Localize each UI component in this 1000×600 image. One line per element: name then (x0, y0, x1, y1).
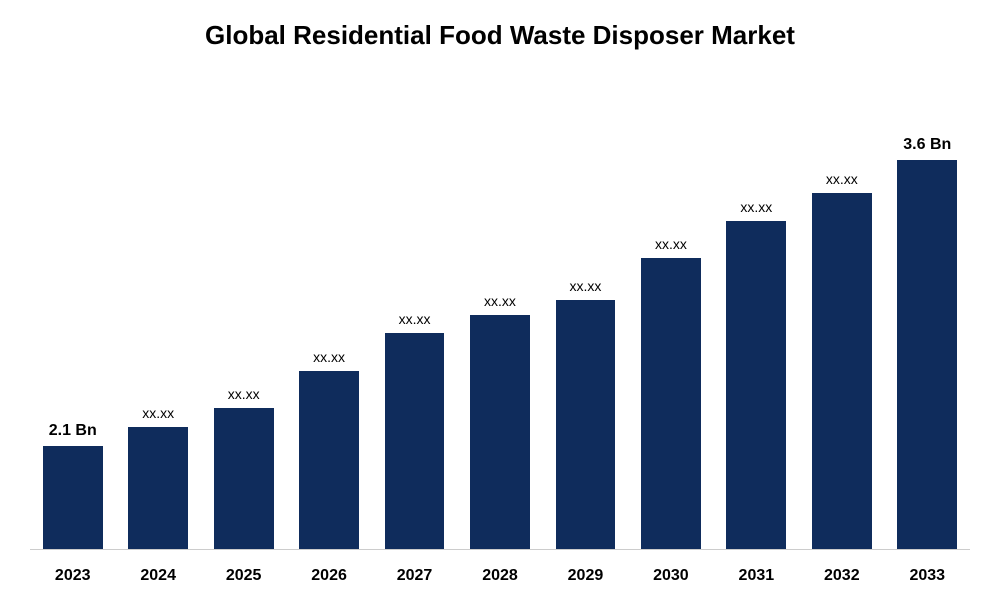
bar-group: xx.xx (115, 80, 200, 549)
x-axis-label: 2029 (543, 567, 628, 585)
bar-group: 2.1 Bn (30, 80, 115, 549)
bar (214, 408, 274, 549)
bar-data-label: 2.1 Bn (49, 422, 97, 440)
x-axis-label: 2027 (372, 567, 457, 585)
bar-data-label: xx.xx (142, 405, 174, 421)
bar (641, 258, 701, 549)
bar-group: xx.xx (201, 80, 286, 549)
x-axis-label: 2032 (799, 567, 884, 585)
bar-group: xx.xx (628, 80, 713, 549)
bar (470, 315, 530, 550)
bar (43, 446, 103, 549)
x-axis-label: 2031 (714, 567, 799, 585)
chart-title: Global Residential Food Waste Disposer M… (0, 0, 1000, 51)
bar-data-label: xx.xx (313, 349, 345, 365)
bar-group: xx.xx (799, 80, 884, 549)
x-axis: 2023 2024 2025 2026 2027 2028 2029 2030 … (30, 567, 970, 585)
bar-group: xx.xx (372, 80, 457, 549)
bar (897, 160, 957, 549)
bar-data-label: xx.xx (228, 386, 260, 402)
bar-data-label: xx.xx (655, 236, 687, 252)
bar-data-label: xx.xx (570, 278, 602, 294)
x-axis-label: 2024 (115, 567, 200, 585)
bar (385, 333, 445, 549)
bar-group: xx.xx (543, 80, 628, 549)
chart-plot-area: 2.1 Bn xx.xx xx.xx xx.xx xx.xx xx.xx xx.… (30, 80, 970, 550)
bar-data-label: xx.xx (826, 171, 858, 187)
x-axis-label: 2033 (885, 567, 970, 585)
x-axis-label: 2028 (457, 567, 542, 585)
bar-group: xx.xx (457, 80, 542, 549)
bar-data-label: xx.xx (484, 293, 516, 309)
x-axis-label: 2025 (201, 567, 286, 585)
bars-container: 2.1 Bn xx.xx xx.xx xx.xx xx.xx xx.xx xx.… (30, 80, 970, 549)
bar-group: 3.6 Bn (885, 80, 970, 549)
x-axis-label: 2026 (286, 567, 371, 585)
bar (556, 300, 616, 549)
bar-data-label: xx.xx (399, 311, 431, 327)
bar-data-label: xx.xx (740, 199, 772, 215)
bar (299, 371, 359, 549)
bar (812, 193, 872, 549)
bar-group: xx.xx (714, 80, 799, 549)
x-axis-label: 2030 (628, 567, 713, 585)
bar (726, 221, 786, 549)
bar-data-label: 3.6 Bn (903, 136, 951, 154)
x-axis-label: 2023 (30, 567, 115, 585)
bar (128, 427, 188, 549)
bar-group: xx.xx (286, 80, 371, 549)
